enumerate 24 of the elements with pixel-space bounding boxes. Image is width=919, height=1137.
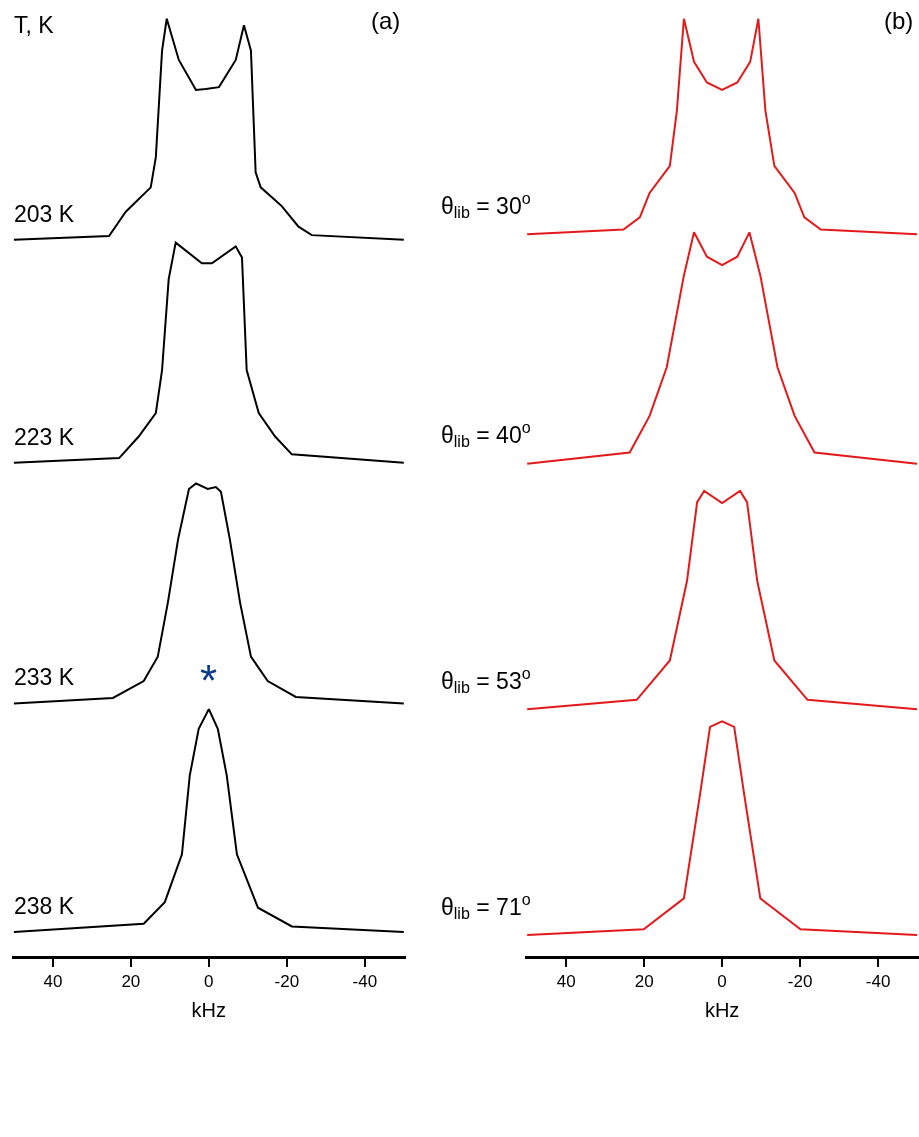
x-tick-label: -40 [352, 971, 378, 991]
x-axis-title: kHz [704, 999, 740, 1022]
x-tick-label: 40 [556, 971, 576, 991]
series-label: θ$_{lib}$ = 30$^{o}$ [441, 189, 531, 222]
series-label: θ$_{lib}$ = 40$^{o}$ [441, 418, 531, 451]
x-tick-label: 40 [43, 971, 63, 991]
x-tick-label: -40 [865, 971, 891, 991]
x-tick-label: 20 [121, 971, 141, 991]
x-tick-label: 0 [717, 971, 727, 991]
series-label: 203 K [14, 201, 75, 227]
chart-title: (b) [884, 7, 914, 34]
x-tick-label: 0 [204, 971, 214, 991]
annotation: * [200, 656, 218, 705]
series-label: θ$_{lib}$ = 53$^{o}$ [441, 664, 531, 697]
x-tick-label: -20 [274, 971, 300, 991]
x-tick-label: 20 [634, 971, 654, 991]
x-tick-label: -20 [787, 971, 813, 991]
annotation: T, K [14, 12, 55, 38]
x-axis-title: kHz [191, 999, 227, 1022]
series-label: θ$_{lib}$ = 71$^{o}$ [441, 890, 531, 923]
series-label: 233 K [14, 664, 75, 690]
chart-title: (a) [371, 7, 401, 34]
series-label: 238 K [14, 893, 75, 919]
series-label: 223 K [14, 424, 75, 450]
